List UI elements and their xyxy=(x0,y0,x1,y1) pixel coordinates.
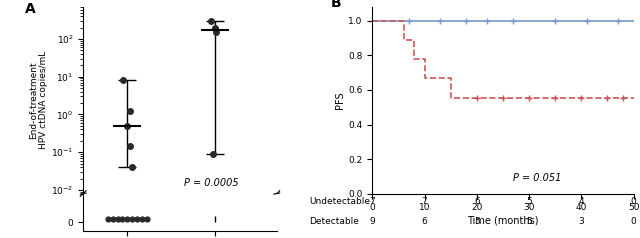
Text: Undetectable: Undetectable xyxy=(310,197,371,206)
Text: 7: 7 xyxy=(369,197,375,206)
Text: A: A xyxy=(25,2,36,15)
Text: 0: 0 xyxy=(631,197,636,206)
Text: 6: 6 xyxy=(474,197,480,206)
Text: 5: 5 xyxy=(526,197,532,206)
Text: 3: 3 xyxy=(579,217,584,226)
Text: P = 0.051: P = 0.051 xyxy=(513,174,562,183)
Text: 7: 7 xyxy=(422,197,428,206)
Text: 0: 0 xyxy=(631,217,636,226)
Text: 9: 9 xyxy=(369,217,375,226)
Text: Detectable: Detectable xyxy=(310,217,360,226)
Y-axis label: PFS: PFS xyxy=(335,92,346,109)
Text: 6: 6 xyxy=(422,217,428,226)
Text: B: B xyxy=(330,0,341,10)
Text: P = 0.0005: P = 0.0005 xyxy=(184,178,239,188)
Text: 4: 4 xyxy=(579,197,584,206)
Text: 5: 5 xyxy=(526,217,532,226)
Y-axis label: End-of-treatment
HPV ctDNA copies/mL: End-of-treatment HPV ctDNA copies/mL xyxy=(29,51,49,149)
X-axis label: Time (months): Time (months) xyxy=(467,215,539,225)
Text: 5: 5 xyxy=(474,217,480,226)
